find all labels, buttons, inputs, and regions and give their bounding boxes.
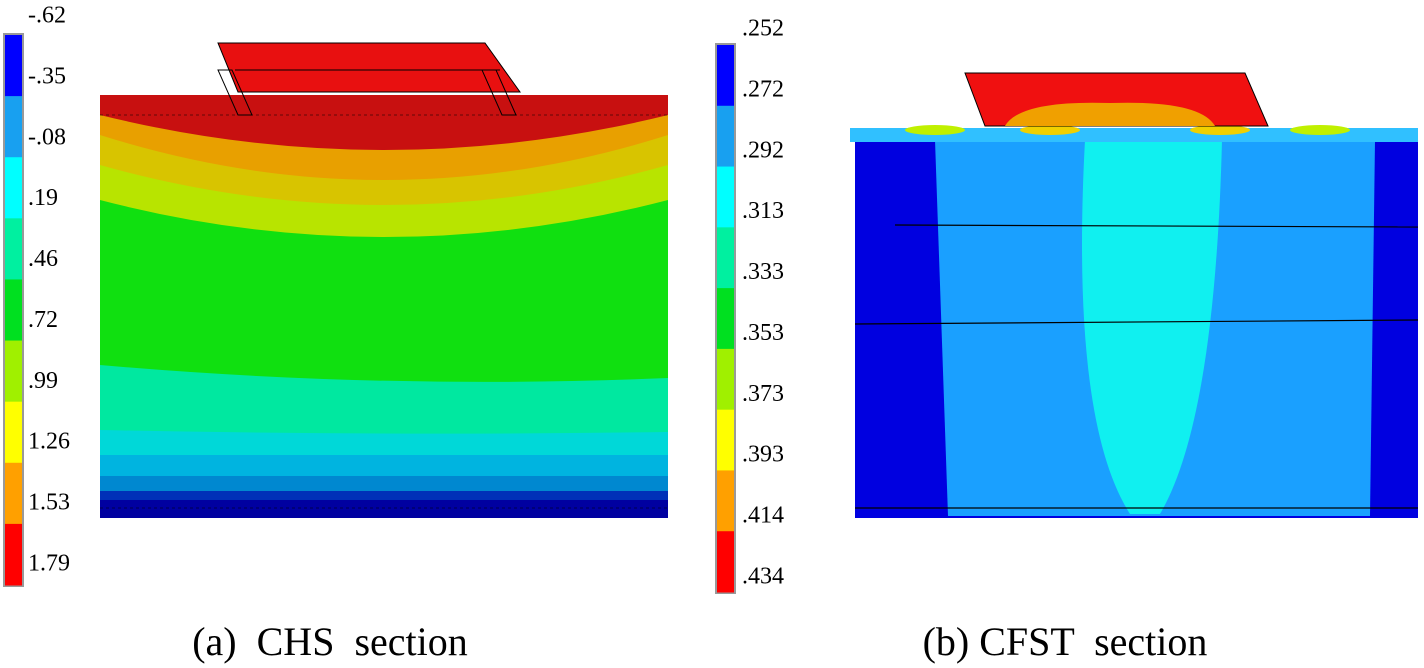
legend-band xyxy=(717,409,734,471)
legend-band xyxy=(717,45,734,107)
legend-label: .19 xyxy=(28,185,58,211)
legend-band xyxy=(5,462,22,525)
legend-label: .393 xyxy=(742,442,784,468)
legend-band xyxy=(5,96,22,158)
caption: (b) CFST section xyxy=(923,619,1208,664)
legend-label: .72 xyxy=(28,307,58,333)
legend-band xyxy=(5,523,22,586)
chs-contour xyxy=(100,42,668,518)
legend-band xyxy=(717,348,734,411)
legend-label: -.08 xyxy=(28,124,66,150)
legend-band xyxy=(5,279,22,342)
legend-band xyxy=(5,35,22,97)
legend-label: .46 xyxy=(28,246,58,272)
cfst-contour xyxy=(850,72,1419,518)
legend-label: .99 xyxy=(28,368,58,394)
legends: -.62 -.35 -.08 .19 .46 .72 .99 1.26 1.53 1.79 (a) … xyxy=(3,3,1208,664)
legend-label: .434 xyxy=(742,564,784,590)
legend-label: .414 xyxy=(742,503,784,529)
legend-band xyxy=(5,401,22,464)
legend-band xyxy=(717,227,734,289)
legend-label: -.62 xyxy=(28,3,66,29)
legend-band xyxy=(717,166,734,228)
legend-band xyxy=(717,531,734,593)
legend-label: 1.79 xyxy=(28,551,70,577)
legend-label: .333 xyxy=(742,259,784,285)
legend-label: 1.26 xyxy=(28,429,70,455)
legend-band xyxy=(717,105,734,168)
legend-band xyxy=(717,288,734,350)
legend-label: .292 xyxy=(742,137,784,163)
caption: (a) CHS section xyxy=(192,619,468,664)
legend-label: .272 xyxy=(742,76,784,102)
legend-label: .373 xyxy=(742,381,784,407)
legend-label: 1.53 xyxy=(28,490,70,516)
legend-label: .313 xyxy=(742,198,784,224)
legend-label: .353 xyxy=(742,320,784,346)
legend-band xyxy=(717,470,734,532)
legend-band xyxy=(5,340,22,403)
legend-band xyxy=(5,157,22,219)
legend-label: -.35 xyxy=(28,63,66,89)
legend-band xyxy=(5,218,22,280)
legend-label: .252 xyxy=(742,16,784,42)
